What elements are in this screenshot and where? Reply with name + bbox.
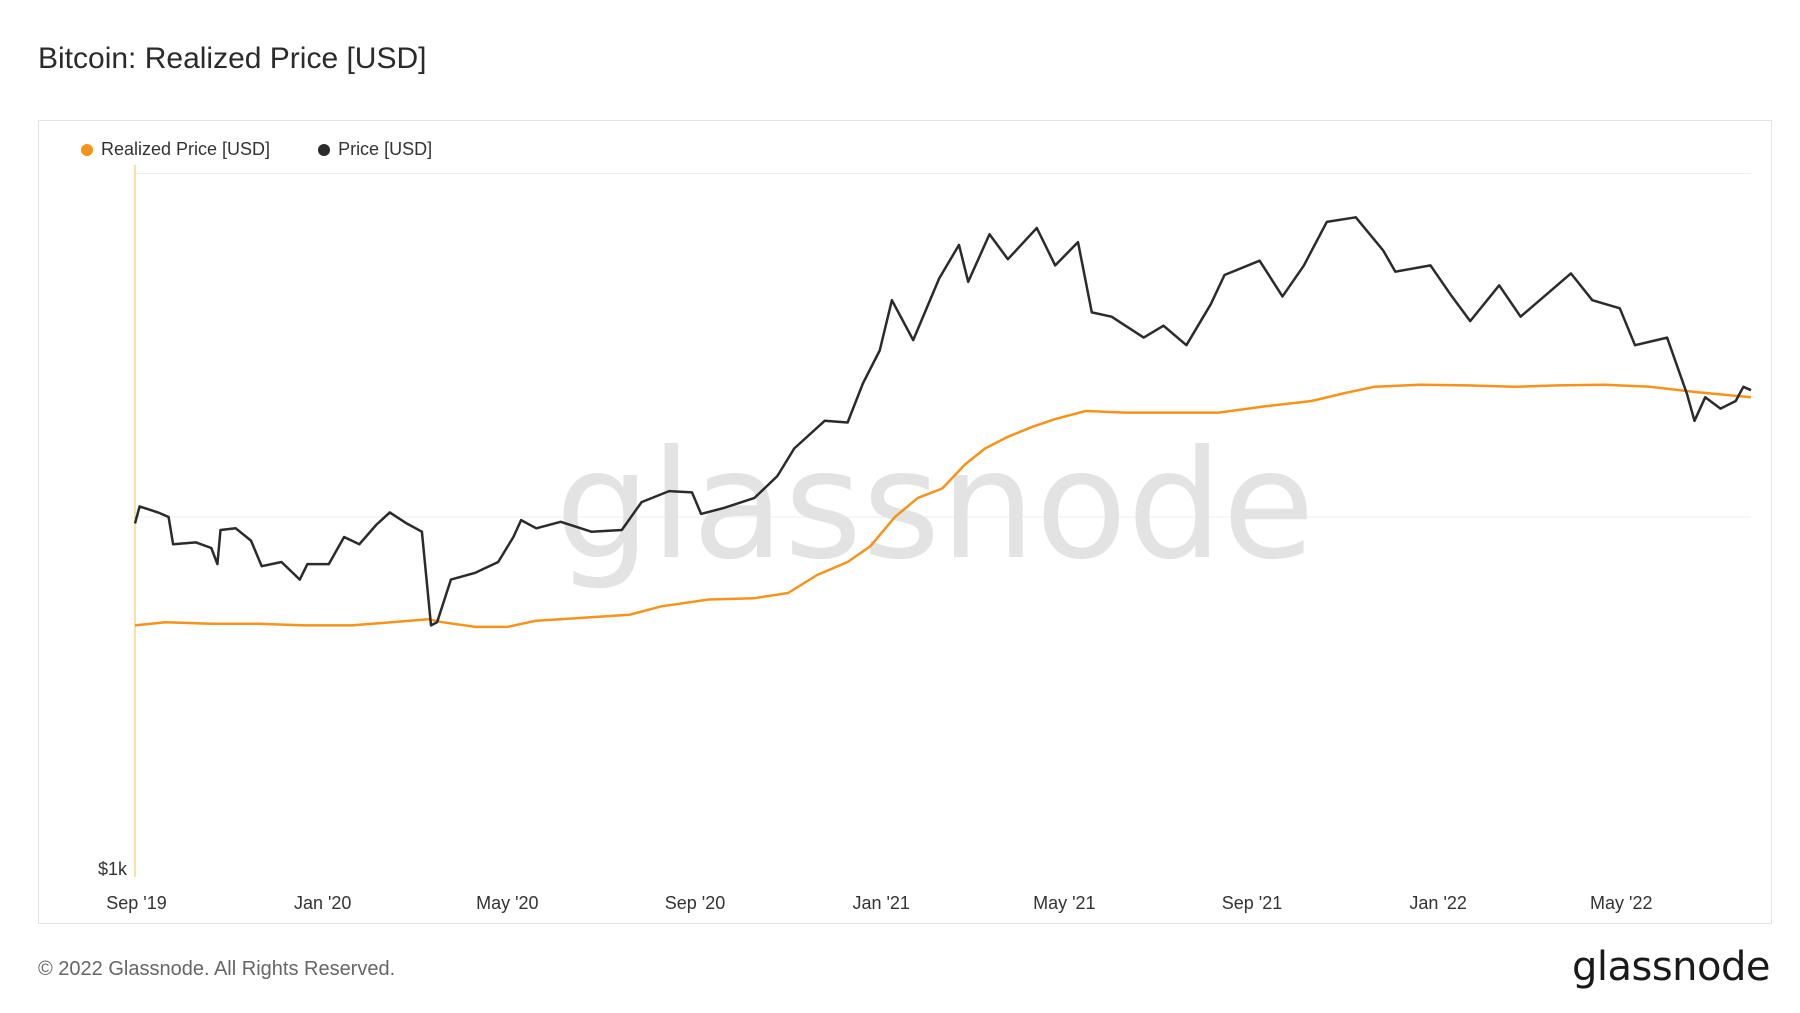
chart-plot[interactable]: glassnode $1k Sep '19 Jan '20 May '20 Sep '20… (39, 121, 1771, 923)
copyright-text: © 2022 Glassnode. All Rights Reserved. (38, 958, 396, 980)
x-tick-label-5: May '21 (1033, 893, 1095, 913)
x-tick-label-1: Jan '20 (294, 893, 351, 913)
legend-item-realized-price[interactable]: Realized Price [USD] (81, 139, 270, 160)
glassnode-logo: glassnode (1571, 944, 1771, 990)
legend-dot-realized-price (81, 143, 93, 156)
x-tick-label-8: May '22 (1590, 893, 1652, 913)
watermark-text: glassnode (555, 419, 1314, 593)
chart-title: Bitcoin: Realized Price [USD] (38, 42, 427, 75)
legend-item-price[interactable]: Price [USD] (318, 139, 432, 160)
series-line-realized-price (134, 383, 1752, 629)
x-tick-label-3: Sep '20 (665, 893, 726, 913)
legend-dot-price (318, 143, 331, 156)
legend-label-realized-price: Realized Price [USD] (101, 139, 271, 159)
x-tick-label-6: Sep '21 (1222, 893, 1283, 913)
series-line-price (133, 216, 1752, 627)
chart-legend: Realized Price [USD] Price [USD] (81, 139, 432, 160)
x-tick-label-4: Jan '21 (852, 893, 909, 913)
chart-frame: Realized Price [USD] Price [USD] glassno… (38, 120, 1772, 924)
y-tick-label-0: $1k (98, 859, 128, 879)
x-tick-label-2: May '20 (476, 893, 538, 913)
x-tick-label-7: Jan '22 (1409, 893, 1466, 913)
x-tick-label-0: Sep '19 (106, 893, 167, 913)
legend-label-price: Price [USD] (338, 139, 433, 159)
